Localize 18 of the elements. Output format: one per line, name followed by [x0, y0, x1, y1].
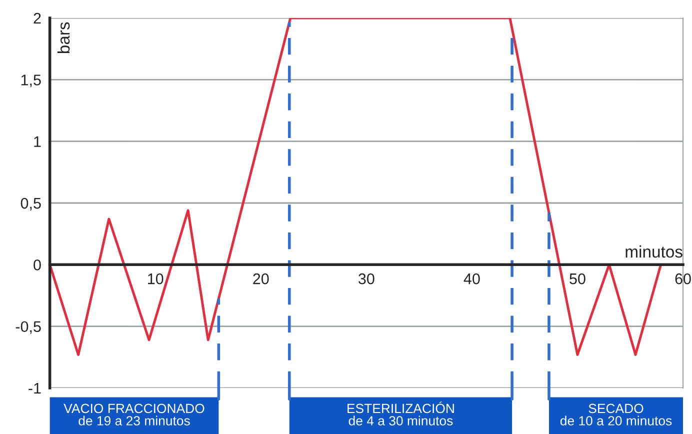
text: ESTERILIZACIÓN de 4 a 30 minutos: [348, 402, 454, 426]
x-axis-title: minutos: [626, 245, 682, 258]
y-tick-label: -0,5: [16, 321, 41, 334]
text: SECADO de 10 a 20 minutos: [560, 404, 672, 426]
x-tick-label: 50: [570, 273, 586, 284]
y-tick-label: -1: [28, 383, 41, 394]
x-tick-label: 10: [148, 273, 164, 284]
x-tick-label: 30: [358, 273, 374, 284]
y-axis-title: bars: [57, 22, 70, 54]
y-tick-label: 2: [34, 12, 41, 24]
x-tick-label: 20: [253, 273, 269, 284]
y-tick-label: 0: [34, 260, 41, 270]
y-tick-label: 1: [34, 136, 41, 147]
y-tick-label: 1,5: [21, 74, 41, 88]
x-tick-label: 60: [675, 273, 691, 284]
text: VACIO FRACCIONADO de 19 a 23 minutos: [64, 404, 204, 426]
x-tick-label: 40: [464, 273, 480, 284]
y-tick-label: 0,5: [20, 198, 41, 210]
